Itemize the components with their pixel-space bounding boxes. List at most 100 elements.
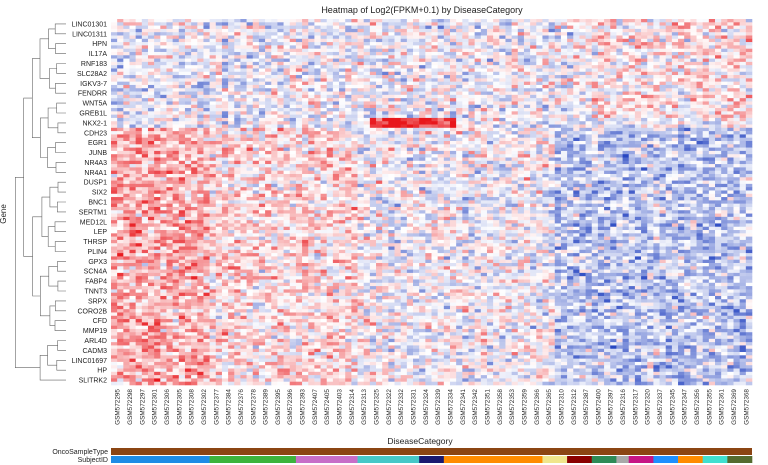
heatmap-cell: [591, 51, 599, 56]
heatmap-cell: [678, 38, 685, 43]
heatmap-cell: [184, 104, 192, 109]
heatmap-cell: [536, 51, 543, 56]
heatmap-cell: [388, 147, 395, 152]
heatmap-cell: [123, 22, 130, 26]
heatmap-cell: [554, 160, 562, 165]
heatmap-cell: [567, 71, 574, 76]
heatmap-cell: [209, 35, 217, 40]
heatmap-cell: [258, 28, 266, 33]
heatmap-cell: [135, 124, 143, 129]
heatmap-cell: [647, 141, 654, 145]
heatmap-cell: [443, 51, 451, 56]
heatmap-cell: [369, 167, 377, 171]
heatmap-cell: [283, 19, 291, 23]
heatmap-cell: [523, 121, 531, 125]
heatmap-cell: [678, 65, 685, 69]
heatmap-cell: [536, 124, 543, 129]
heatmap-cell: [684, 150, 691, 155]
heatmap-cell: [721, 75, 728, 79]
heatmap-cell: [425, 147, 432, 152]
heatmap-cell: [228, 147, 235, 152]
dendrogram-branch: [55, 162, 66, 173]
heatmap-cell: [468, 25, 475, 30]
heatmap-cell: [511, 164, 519, 168]
heatmap-cell: [690, 75, 697, 79]
heatmap-cell: [548, 154, 556, 158]
heatmap-cell: [727, 48, 734, 53]
heatmap-cell: [634, 28, 642, 33]
heatmap-cell: [653, 150, 660, 155]
heatmap-cell: [111, 88, 118, 92]
heatmap-cell: [591, 25, 599, 30]
heatmap-cell: [332, 170, 340, 175]
heatmap-cell: [696, 48, 703, 53]
heatmap-cell: [314, 81, 321, 86]
heatmap-cell: [443, 42, 451, 46]
heatmap-cell: [628, 19, 636, 23]
heatmap-cell: [634, 25, 642, 30]
heatmap-cell: [573, 84, 580, 89]
heatmap-cell: [320, 58, 328, 63]
heatmap-cell: [295, 164, 303, 168]
heatmap-cell: [184, 58, 192, 63]
heatmap-cell: [616, 22, 623, 26]
heatmap-cell: [696, 147, 703, 152]
heatmap-cell: [530, 150, 537, 155]
heatmap-cell: [468, 141, 475, 145]
heatmap-cell: [671, 164, 679, 168]
heatmap-cell: [221, 121, 229, 125]
heatmap-cell: [653, 61, 660, 66]
heatmap-cell: [129, 61, 136, 66]
heatmap-cell: [493, 144, 500, 148]
heatmap-cell: [283, 124, 291, 129]
heatmap-cell: [308, 104, 315, 109]
heatmap-cell: [413, 25, 420, 30]
heatmap-cell: [141, 35, 149, 40]
heatmap-cell: [234, 88, 241, 92]
heatmap-cell: [739, 81, 747, 86]
heatmap-cell: [406, 19, 414, 23]
heatmap-cell: [147, 144, 155, 148]
heatmap-cell: [332, 25, 340, 30]
heatmap-cell: [659, 101, 667, 106]
heatmap-cell: [579, 98, 586, 102]
heatmap-cell: [326, 150, 334, 155]
heatmap-cell: [678, 22, 685, 26]
heatmap-cell: [283, 114, 291, 119]
heatmap-cell: [486, 38, 494, 43]
heatmap-cell: [610, 144, 617, 148]
heatmap-cell: [369, 91, 377, 96]
heatmap-cell: [579, 28, 586, 33]
heatmap-cell: [369, 75, 377, 79]
heatmap-cell: [413, 160, 420, 165]
heatmap-cell: [690, 42, 697, 46]
heatmap-cell: [591, 147, 599, 152]
heatmap-cell: [733, 141, 740, 145]
heatmap-cell: [542, 170, 549, 175]
heatmap-cell: [166, 58, 173, 63]
heatmap-cell: [431, 114, 438, 119]
heatmap-cell: [727, 51, 734, 56]
heatmap-cell: [659, 38, 667, 43]
heatmap-cell: [147, 108, 155, 112]
heatmap-cell: [536, 55, 543, 59]
heatmap-cell: [271, 144, 278, 148]
heatmap-cell: [289, 141, 297, 145]
heatmap-cell: [573, 164, 580, 168]
heatmap-cell: [573, 101, 580, 106]
heatmap-cell: [258, 104, 266, 109]
heatmap-cell: [394, 111, 401, 115]
heatmap-cell: [480, 58, 488, 63]
heatmap-cell: [369, 160, 377, 165]
heatmap-cell: [554, 167, 562, 171]
heatmap-cell: [283, 61, 291, 66]
heatmap-cell: [721, 108, 728, 112]
heatmap-cell: [499, 84, 506, 89]
heatmap-cell: [357, 157, 364, 162]
heatmap-cell: [739, 88, 747, 92]
heatmap-cell: [129, 58, 136, 63]
heatmap-cell: [456, 147, 463, 152]
heatmap-cell: [406, 127, 414, 132]
heatmap-cell: [141, 108, 149, 112]
heatmap-cell: [739, 65, 747, 69]
